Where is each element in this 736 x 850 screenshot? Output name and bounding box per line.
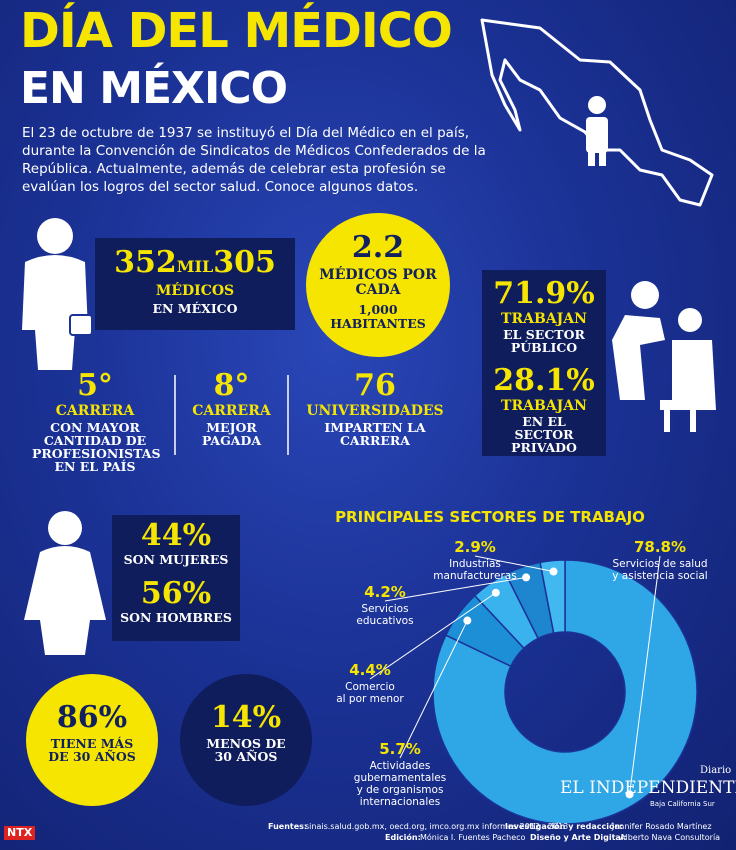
label: TRABAJAN xyxy=(501,311,587,327)
leader-line xyxy=(629,555,661,795)
label: SON MUJERES xyxy=(123,552,229,567)
label: MÉDICOS xyxy=(155,283,235,299)
logo-text: Diario xyxy=(700,765,732,776)
value: 71.9% xyxy=(493,276,595,311)
value: 44% xyxy=(140,518,212,553)
sector-box xyxy=(482,270,606,456)
value: 28.1% xyxy=(493,363,595,398)
sublabel: IMPARTEN LA CARRERA xyxy=(324,420,426,449)
map-doctor-icon xyxy=(586,96,608,166)
title: DÍA DEL MÉDICO xyxy=(20,3,453,59)
value: 8° xyxy=(213,368,250,403)
under-30-circle xyxy=(180,674,312,806)
donut-chart xyxy=(369,555,698,825)
gender-box xyxy=(112,515,240,641)
footer-text: Jennifer Rosado Martínez xyxy=(612,822,712,831)
value: 56% xyxy=(140,576,212,611)
label: 1,000 xyxy=(358,302,398,317)
sublabel: EN EL SECTOR PRIVADO xyxy=(511,414,577,456)
agency-logo: NTX xyxy=(4,826,36,840)
label: CARRERA xyxy=(55,403,135,419)
label: MÉDICOS POR CADA xyxy=(319,267,437,298)
ratio-circle xyxy=(306,213,450,357)
doctors-number: 352MIL305 xyxy=(100,247,290,279)
label: TIENE MÁS DE 30 AÑOS xyxy=(48,736,136,765)
number-part: 352 xyxy=(114,245,177,280)
sublabel: MEJOR PAGADA xyxy=(201,420,262,449)
marker-dot xyxy=(625,790,634,799)
category-label: Servicios educativos xyxy=(356,603,414,628)
marker-dot xyxy=(549,567,558,576)
leader-line xyxy=(369,592,497,680)
over-30-circle xyxy=(26,674,158,806)
category-label: Actividades gubernamentales y de organis… xyxy=(353,760,447,809)
logo-text: EL INDEPENDIENTE xyxy=(560,778,736,798)
leader-line xyxy=(384,576,527,602)
footer-label: Edición: xyxy=(385,833,421,842)
value-label: 78.8% xyxy=(633,538,687,556)
value: 76 xyxy=(354,368,396,403)
chart-title: PRINCIPALES SECTORES DE TRABAJO xyxy=(335,508,645,526)
category-label: Comercio al por menor xyxy=(336,681,404,706)
title: EN MÉXICO xyxy=(20,63,288,114)
consultation-icon xyxy=(612,281,716,432)
marker-dot xyxy=(491,588,500,597)
number-part: 305 xyxy=(213,245,276,280)
category-label: Industrias manufactureras xyxy=(433,558,517,583)
doctor-icon xyxy=(22,218,93,370)
value-label: 4.4% xyxy=(349,661,391,679)
value-label: 4.2% xyxy=(364,583,406,601)
leader-line xyxy=(474,555,554,573)
footer-label: Fuentes: xyxy=(268,822,308,831)
footer-text: Alberto Nava Consultoría xyxy=(620,833,721,842)
logo-text: Baja California Sur xyxy=(650,800,715,808)
doctors-box xyxy=(95,238,295,330)
label: MENOS DE 30 AÑOS xyxy=(206,736,286,765)
marker-dot xyxy=(522,573,531,582)
value-label: 5.7% xyxy=(379,740,421,758)
marker-dot xyxy=(463,616,472,625)
value: 2.2 xyxy=(351,230,405,265)
label: TRABAJAN xyxy=(501,398,587,414)
footer-text: Mónica I. Fuentes Pacheco xyxy=(420,833,526,842)
donut-segment xyxy=(539,559,566,634)
label: UNIVERSIDADES xyxy=(306,403,444,419)
female-doctor-icon xyxy=(24,511,106,655)
sublabel: CON MAYOR CANTIDAD DE PROFESIONISTAS EN … xyxy=(32,420,161,475)
value: 5° xyxy=(77,368,113,403)
value: 14% xyxy=(210,700,282,735)
leader-line xyxy=(399,620,468,759)
label: SON HOMBRES xyxy=(120,610,232,625)
sublabel: EN MÉXICO xyxy=(152,301,238,316)
sublabel: EL SECTOR PÚBLICO xyxy=(503,327,585,356)
label: CARRERA xyxy=(192,403,271,419)
value: 86% xyxy=(56,700,128,735)
donut-segment xyxy=(432,559,698,825)
footer-text: sinais.salud.gob.mx, oecd.org, imco.org.… xyxy=(305,822,569,831)
value-label: 2.9% xyxy=(454,538,496,556)
label: HABITANTES xyxy=(330,316,426,331)
map-outline xyxy=(480,18,714,207)
footer-label: Investigación y redacción: xyxy=(505,822,624,831)
category-label: Servicios de salud y asistencia social xyxy=(612,558,708,583)
intro: El 23 de octubre de 1937 se instituyó el… xyxy=(22,125,486,195)
number-part: MIL xyxy=(176,257,214,276)
footer-label: Diseño y Arte Digital: xyxy=(530,833,627,842)
